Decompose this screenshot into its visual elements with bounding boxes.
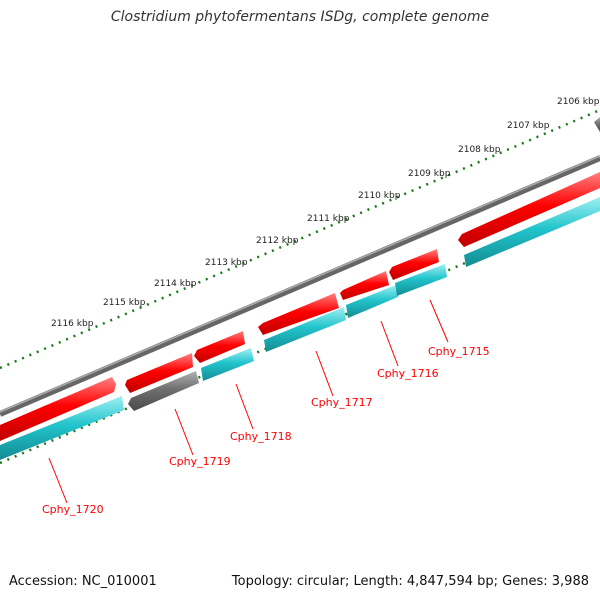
gene-cphy-1720-reverse[interactable] bbox=[0, 396, 124, 460]
gene-cphy-1716-reverse[interactable] bbox=[346, 285, 398, 318]
ruler-label: 2112 kbp bbox=[256, 236, 299, 246]
ruler-label: 2109 kbp bbox=[408, 169, 451, 179]
gene-label-leader bbox=[380, 320, 399, 367]
ruler-label: 2111 kbp bbox=[307, 214, 350, 224]
gene-cphy-1720-forward[interactable] bbox=[0, 377, 116, 441]
gene-label[interactable]: Cphy_1715 bbox=[428, 345, 490, 358]
topology-summary-text: Topology: circular; Length: 4,847,594 bp… bbox=[231, 574, 589, 589]
gene-cphy-1717-forward[interactable] bbox=[258, 293, 339, 335]
outer-ruler bbox=[0, 108, 600, 370]
gene-label-leader bbox=[429, 299, 449, 343]
gene-cphy-1715-reverse[interactable] bbox=[395, 264, 447, 296]
gene-label[interactable]: Cphy_1716 bbox=[377, 367, 439, 380]
ruler-label: 2115 kbp bbox=[103, 298, 146, 308]
gene-cphy-1719-gray[interactable] bbox=[128, 371, 199, 411]
gene-cphy-1718-forward[interactable] bbox=[194, 331, 245, 363]
ruler-label: 2106 kbp bbox=[557, 97, 600, 107]
gene-cphy-1717-reverse[interactable] bbox=[264, 307, 346, 352]
gene-label[interactable]: Cphy_1719 bbox=[169, 455, 231, 468]
gene-label-leader bbox=[48, 457, 68, 504]
gene-red-right[interactable] bbox=[458, 172, 600, 247]
gene-label[interactable]: Cphy_1720 bbox=[42, 503, 104, 516]
ruler-label: 2108 kbp bbox=[458, 145, 501, 155]
gene-cphy-1715-forward[interactable] bbox=[389, 249, 439, 280]
ruler-label: 2116 kbp bbox=[51, 319, 94, 329]
gene-cphy-1716-forward[interactable] bbox=[340, 271, 389, 300]
gene-cphy-1719-forward[interactable] bbox=[125, 353, 193, 393]
gene-label[interactable]: Cphy_1718 bbox=[230, 430, 292, 443]
genome-backbone bbox=[0, 155, 600, 417]
gene-label[interactable]: Cphy_1717 bbox=[311, 396, 373, 409]
ruler-label: 2113 kbp bbox=[205, 258, 248, 268]
ruler-label: 2114 kbp bbox=[154, 279, 197, 289]
gene-label-leader bbox=[315, 350, 334, 397]
map-title: Clostridium phytofermentans ISDg, comple… bbox=[110, 9, 490, 25]
gene-label-leader bbox=[174, 408, 194, 456]
gene-gray-top-right[interactable] bbox=[594, 117, 600, 132]
accession-text: Accession: NC_010001 bbox=[9, 574, 157, 589]
gene-cphy-1718-reverse[interactable] bbox=[201, 348, 254, 381]
gene-label-leader bbox=[235, 383, 254, 430]
gene-cyan-right[interactable] bbox=[464, 197, 600, 267]
ruler-label: 2107 kbp bbox=[507, 121, 550, 131]
ruler-label: 2110 kbp bbox=[358, 191, 401, 201]
